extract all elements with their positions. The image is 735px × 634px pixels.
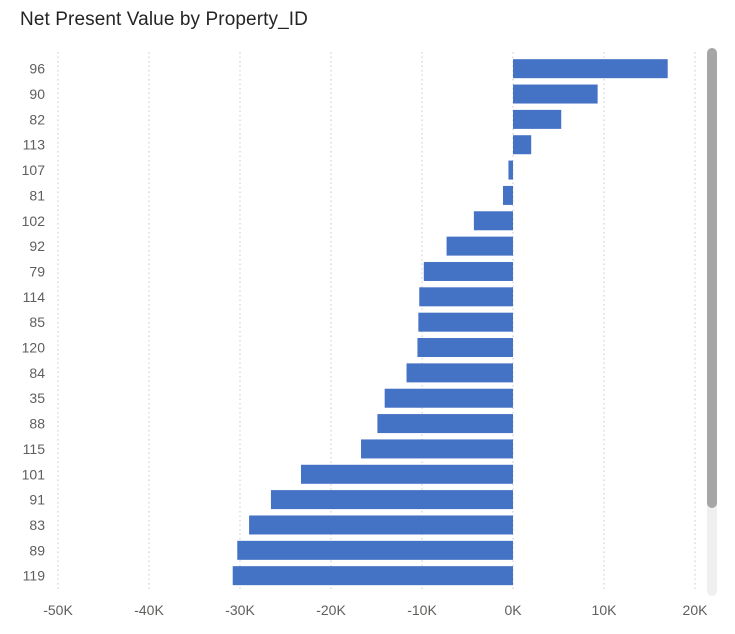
- bar[interactable]: [237, 540, 513, 560]
- y-tick-label: 88: [29, 416, 45, 432]
- scrollbar-thumb[interactable]: [707, 48, 717, 508]
- x-tick-label: 10K: [592, 602, 618, 618]
- x-tick-label: -10K: [407, 602, 437, 618]
- chart-title: Net Present Value by Property_ID: [20, 9, 308, 30]
- bar[interactable]: [249, 515, 513, 535]
- bar[interactable]: [384, 388, 513, 408]
- bar[interactable]: [513, 84, 598, 104]
- x-tick-label: -40K: [134, 602, 164, 618]
- y-tick-label: 35: [29, 390, 45, 406]
- bar[interactable]: [406, 363, 513, 383]
- y-tick-label: 115: [23, 441, 46, 457]
- x-tick-label: -20K: [316, 602, 346, 618]
- bar[interactable]: [361, 439, 513, 459]
- bar[interactable]: [419, 287, 513, 307]
- bar[interactable]: [508, 160, 513, 180]
- x-tick-label: -50K: [43, 602, 73, 618]
- bar[interactable]: [418, 312, 513, 332]
- y-tick-label: 101: [22, 466, 46, 482]
- bar[interactable]: [270, 490, 513, 510]
- y-tick-label: 89: [29, 542, 45, 558]
- bar[interactable]: [232, 566, 513, 586]
- bar[interactable]: [377, 414, 513, 434]
- y-tick-label: 120: [22, 340, 46, 356]
- x-tick-label: -30K: [225, 602, 255, 618]
- bar[interactable]: [513, 109, 562, 129]
- y-tick-label: 85: [29, 314, 45, 330]
- y-tick-label: 90: [29, 86, 45, 102]
- x-tick-label: 20K: [683, 602, 709, 618]
- x-tick-label: 0K: [504, 602, 522, 618]
- bar[interactable]: [502, 185, 513, 205]
- y-tick-label: 107: [22, 162, 46, 178]
- y-tick-label: 92: [29, 238, 45, 254]
- y-tick-label: 79: [29, 263, 45, 279]
- y-tick-label: 83: [29, 517, 45, 533]
- y-tick-label: 102: [22, 213, 46, 229]
- bar[interactable]: [300, 464, 513, 484]
- bar[interactable]: [513, 135, 532, 155]
- y-tick-label: 82: [29, 111, 45, 127]
- y-tick-label: 119: [23, 568, 46, 584]
- y-tick-label: 113: [23, 137, 46, 153]
- bar[interactable]: [423, 261, 513, 281]
- bar[interactable]: [473, 211, 513, 231]
- y-tick-label: 114: [23, 289, 46, 305]
- y-tick-label: 84: [29, 365, 45, 381]
- y-tick-label: 96: [29, 61, 45, 77]
- y-tick-label: 91: [29, 492, 45, 508]
- y-tick-label: 81: [29, 187, 45, 203]
- bar[interactable]: [446, 236, 513, 256]
- bar[interactable]: [417, 338, 513, 358]
- bar[interactable]: [513, 59, 668, 79]
